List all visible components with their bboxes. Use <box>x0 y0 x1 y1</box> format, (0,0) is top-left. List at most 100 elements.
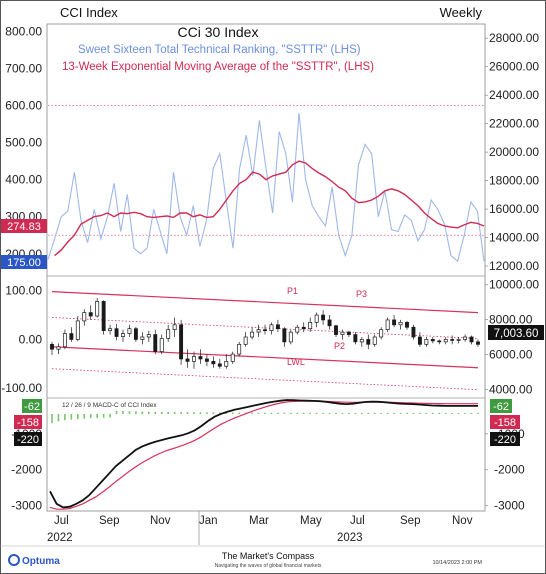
footer-brand-text: Optuma <box>22 556 60 567</box>
candle-body <box>269 324 274 332</box>
candle-body <box>437 340 442 343</box>
y-tick-left-price: 0.00 <box>19 332 43 346</box>
candle-body <box>50 343 54 350</box>
y-tick-left-price: -100.00 <box>1 381 42 395</box>
badge-price-text: 7,003.60 <box>494 328 539 340</box>
candle-body <box>108 328 113 332</box>
y-tick-left-sttr: 700.00 <box>5 61 42 75</box>
y-tick-right-sttr: 18000.00 <box>489 174 539 188</box>
x-tick-sep-2023: Sep <box>400 515 420 527</box>
x-year-2023: 2023 <box>337 532 363 544</box>
badge-sttr-value: 175.00 <box>1 255 47 269</box>
macd-badge-right-1: -62 <box>493 401 509 413</box>
macd-signal-line <box>49 400 478 510</box>
x-tick-jul-2023: Jul <box>350 515 365 527</box>
macd-badge-right-3: -220 <box>494 434 516 446</box>
y-tick-left-sttr: 800.00 <box>5 24 42 38</box>
candle-body <box>417 336 422 345</box>
y-tick-right-macd: -3000 <box>494 499 525 513</box>
candle-body <box>127 328 132 334</box>
macd-panel <box>49 399 479 510</box>
badge-ema-text: 274.83 <box>7 221 41 233</box>
header-left-label: CCI Index <box>60 5 118 20</box>
sttr-panel <box>47 112 485 263</box>
x-axis: Jul Sep Nov Jan Mar May Jul Sep Nov 2022… <box>47 511 473 545</box>
y-tick-right-price: 6000.00 <box>489 347 533 361</box>
candle-body <box>424 339 429 345</box>
macd-badges-left: -62 -158 -220 <box>14 399 42 446</box>
candle-body <box>469 336 474 343</box>
grid-layer <box>48 105 484 236</box>
candle-body <box>295 326 300 333</box>
annotation-p1: P1 <box>287 286 298 296</box>
candle-body <box>398 322 403 326</box>
y-tick-left-macd: -2000 <box>11 463 42 477</box>
candle-body <box>456 339 461 341</box>
ema-line <box>54 160 485 257</box>
footer-timestamp: 10/14/2023 2:00 PM <box>432 560 482 566</box>
candle-body <box>327 319 332 327</box>
macd-badge-left-2: -158 <box>17 417 39 429</box>
candle-body <box>379 329 384 338</box>
channel-lower-warning-line <box>51 368 479 391</box>
y-tick-right-sttr: 14000.00 <box>489 231 539 245</box>
candle-body <box>192 356 196 362</box>
x-tick-nov-2022: Nov <box>150 515 171 527</box>
macd-badges-right: -62 -158 -220 <box>490 399 520 446</box>
candle-body <box>443 339 448 343</box>
axes-layer: 800.00700.00600.00500.00400.00300.00200.… <box>1 24 539 512</box>
candle-body <box>385 319 390 331</box>
y-tick-left-sttr: 400.00 <box>5 173 42 187</box>
candle-body <box>159 338 164 352</box>
badge-ema-value: 274.83 <box>1 219 47 233</box>
candle-body <box>121 333 125 337</box>
candle-body <box>411 326 416 338</box>
candle-body <box>237 343 242 355</box>
y-tick-right-sttr: 16000.00 <box>489 202 539 216</box>
candle-body <box>230 353 235 362</box>
candle-body <box>263 329 267 332</box>
x-tick-jul-2022: Jul <box>54 515 69 527</box>
y-tick-right-sttr: 12000.00 <box>489 259 539 273</box>
candle-body <box>133 328 138 340</box>
candle-body <box>166 329 171 339</box>
y-tick-right-sttr: 20000.00 <box>489 145 539 159</box>
annotation-p2: P2 <box>334 341 345 351</box>
candle-body <box>224 361 229 367</box>
candle-body <box>56 346 61 350</box>
y-tick-right-sttr: 26000.00 <box>489 60 539 74</box>
candle-body <box>256 329 261 333</box>
sttr-line <box>47 112 485 263</box>
candle-body <box>308 322 313 330</box>
plot-frame <box>46 23 486 512</box>
macd-badge-left-1: -62 <box>24 401 40 413</box>
candle-body <box>301 326 306 330</box>
candle-body <box>211 361 216 365</box>
candle-body <box>288 331 293 343</box>
candle-body <box>353 334 358 343</box>
candle-body <box>450 339 455 341</box>
channel-lower-line <box>51 346 479 369</box>
footer-brand: Optuma <box>8 554 60 567</box>
candle-body <box>372 336 377 345</box>
candle-body <box>250 331 255 338</box>
y-tick-right-sttr: 28000.00 <box>489 31 539 45</box>
candle-body <box>82 312 87 322</box>
candle-body <box>217 363 222 367</box>
chart-title: CCi 30 Index <box>178 24 259 40</box>
y-tick-left-sttr: 500.00 <box>5 136 42 150</box>
y-tick-right-price: 8000.00 <box>489 313 533 327</box>
candle-body <box>140 336 145 340</box>
candle-body <box>185 358 190 362</box>
candle-body <box>282 328 287 343</box>
y-tick-right-price: 10000.00 <box>489 278 539 292</box>
badge-sttr-text: 175.00 <box>7 257 41 269</box>
macd-label: 12 / 26 / 9 MACD-C of CCI Index <box>62 402 157 409</box>
candle-body <box>321 314 326 321</box>
candle-body <box>114 328 119 337</box>
y-tick-left-sttr: 600.00 <box>5 99 42 113</box>
annotation-lwl: LWL <box>287 357 305 367</box>
macd-line <box>49 399 478 509</box>
